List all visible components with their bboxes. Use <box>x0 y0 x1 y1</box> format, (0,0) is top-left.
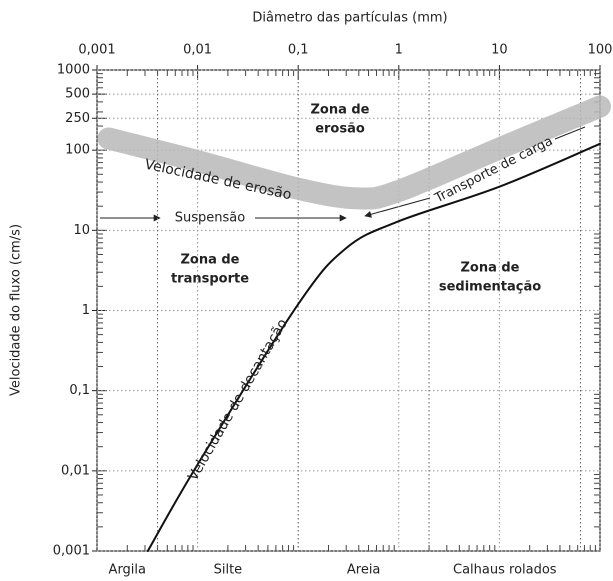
y-tick-label: 250 <box>65 111 90 126</box>
series-label: Velocidade de decantação <box>185 316 291 483</box>
zone-label: erosão <box>315 122 365 137</box>
y-tick-label: 500 <box>65 87 90 102</box>
y-axis-label: Velocidade do fluxo (cm/s) <box>9 224 24 396</box>
arrow <box>364 197 431 218</box>
zone-label: sedimentação <box>439 280 541 295</box>
class-label: Argila <box>109 563 146 578</box>
erosion-band <box>97 95 611 210</box>
zone-label: Zona de <box>460 261 519 276</box>
annotation: Suspensão <box>175 211 245 226</box>
x-tick-label: 0,01 <box>183 43 212 58</box>
y-tick-label: 1000 <box>57 63 90 78</box>
x-tick-label: 1 <box>395 43 403 58</box>
class-label: Silte <box>214 563 243 578</box>
x-tick-label: 0,1 <box>288 43 309 58</box>
zone-label: Zona de <box>180 253 239 268</box>
class-label: Areia <box>347 563 381 578</box>
settling-line <box>146 142 601 552</box>
x-tick-label: 0,001 <box>78 43 115 58</box>
y-tick-label: 0,1 <box>69 383 90 398</box>
zone-label: transporte <box>171 272 249 287</box>
y-tick-label: 100 <box>65 143 90 158</box>
arrow <box>554 126 586 140</box>
class-label: Calhaus rolados <box>453 563 557 578</box>
chart-title: Diâmetro das partículas (mm) <box>252 11 447 26</box>
zone-label: Zona de <box>310 103 369 118</box>
y-tick-label: 0,01 <box>61 463 90 478</box>
y-tick-label: 10 <box>73 223 90 238</box>
y-tick-label: 1 <box>82 303 90 318</box>
x-tick-label: 10 <box>491 43 508 58</box>
y-tick-label: 0,001 <box>53 544 90 559</box>
x-tick-label: 100 <box>588 43 613 58</box>
